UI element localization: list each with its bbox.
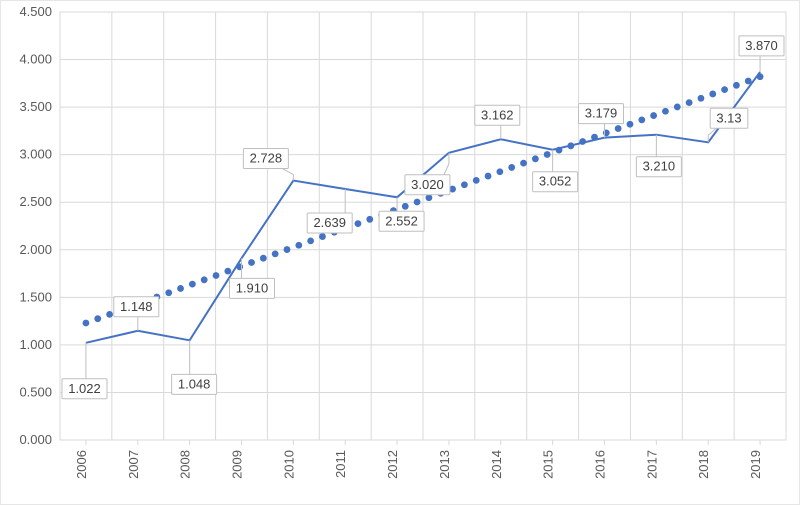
y-tick-label: 4.500 xyxy=(19,4,52,19)
svg-text:3.162: 3.162 xyxy=(481,107,514,122)
svg-text:3.020: 3.020 xyxy=(411,177,444,192)
x-tick-label: 2010 xyxy=(281,450,296,479)
y-tick-label: 0.500 xyxy=(19,384,52,399)
svg-text:3.179: 3.179 xyxy=(585,106,618,121)
chart-svg: 0.000 0.500 1.000 1.500 2.000 2.500 3.000 3.500… xyxy=(0,0,800,505)
svg-text:3.13: 3.13 xyxy=(716,110,741,125)
y-tick-label: 3.500 xyxy=(19,99,52,114)
y-tick-label: 2.000 xyxy=(19,242,52,257)
y-tick-label: 3.000 xyxy=(19,147,52,162)
x-tick-label: 2009 xyxy=(230,450,245,479)
svg-text:2.728: 2.728 xyxy=(250,151,283,166)
x-tick-label: 2017 xyxy=(644,450,659,479)
y-tick-label: 0.000 xyxy=(19,432,52,447)
y-tick-label: 4.000 xyxy=(19,52,52,67)
x-tick-label: 2006 xyxy=(74,450,89,479)
svg-text:3.210: 3.210 xyxy=(643,159,676,174)
y-tick-label: 1.500 xyxy=(19,289,52,304)
x-tick-label: 2015 xyxy=(541,450,556,479)
y-tick-label: 1.000 xyxy=(19,337,52,352)
svg-text:2.552: 2.552 xyxy=(385,213,418,228)
svg-text:1.910: 1.910 xyxy=(236,280,269,295)
svg-text:1.048: 1.048 xyxy=(178,376,211,391)
svg-text:3.052: 3.052 xyxy=(539,174,572,189)
x-tick-label: 2016 xyxy=(593,450,608,479)
x-tick-label: 2011 xyxy=(333,450,348,478)
x-tick-label: 2012 xyxy=(385,450,400,479)
svg-text:1.148: 1.148 xyxy=(120,299,153,314)
x-tick-label: 2018 xyxy=(696,450,711,479)
svg-text:2.639: 2.639 xyxy=(313,215,346,230)
x-tick-label: 2019 xyxy=(748,450,763,479)
x-tick-label: 2007 xyxy=(126,450,141,479)
x-tick-label: 2013 xyxy=(437,450,452,479)
svg-text:1.022: 1.022 xyxy=(68,381,101,396)
line-chart: 0.000 0.500 1.000 1.500 2.000 2.500 3.000 3.500… xyxy=(0,0,800,505)
x-tick-label: 2014 xyxy=(489,450,504,479)
y-tick-label: 2.500 xyxy=(19,194,52,209)
svg-text:3.870: 3.870 xyxy=(745,38,778,53)
x-tick-label: 2008 xyxy=(178,450,193,479)
